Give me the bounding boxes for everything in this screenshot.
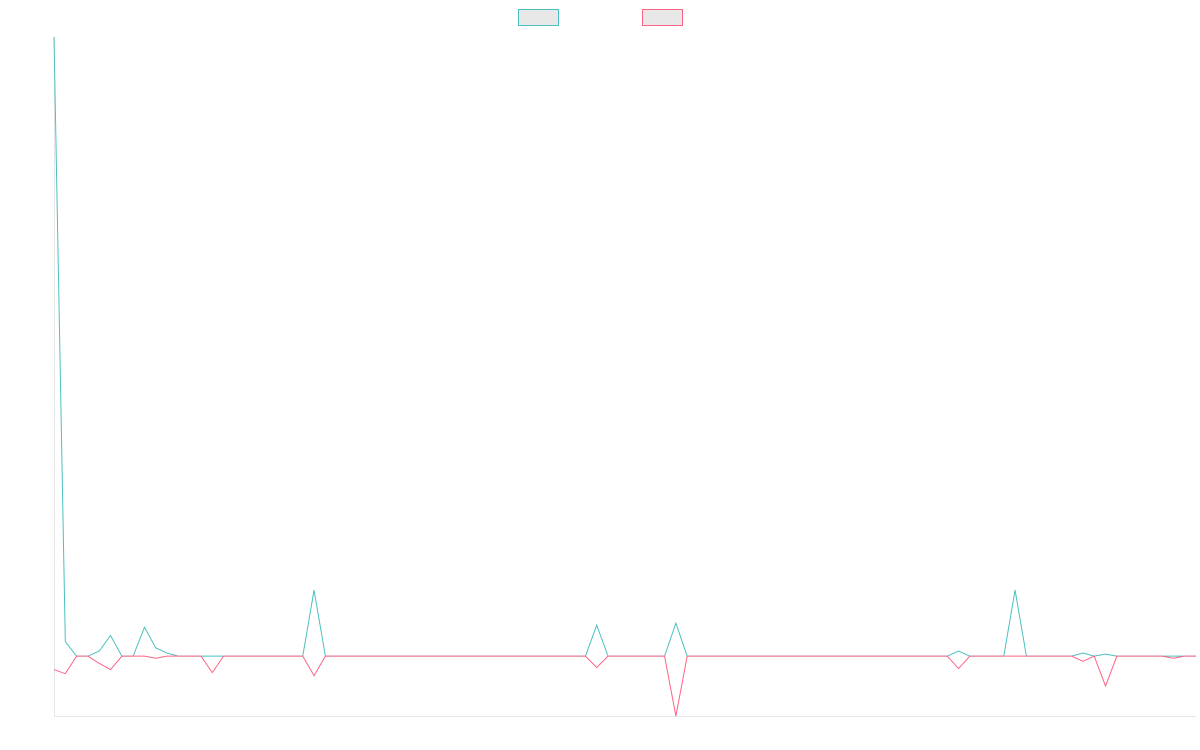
- legend-swatch-2: [642, 9, 683, 26]
- legend[interactable]: [518, 9, 683, 26]
- series-line-2: [53, 655, 1196, 717]
- series-layer: [53, 36, 1196, 717]
- legend-swatch-1: [518, 9, 559, 26]
- axes: [54, 37, 1196, 717]
- series-line-1: [53, 36, 1196, 657]
- legend-item-1[interactable]: [518, 9, 559, 26]
- legend-item-2[interactable]: [642, 9, 683, 26]
